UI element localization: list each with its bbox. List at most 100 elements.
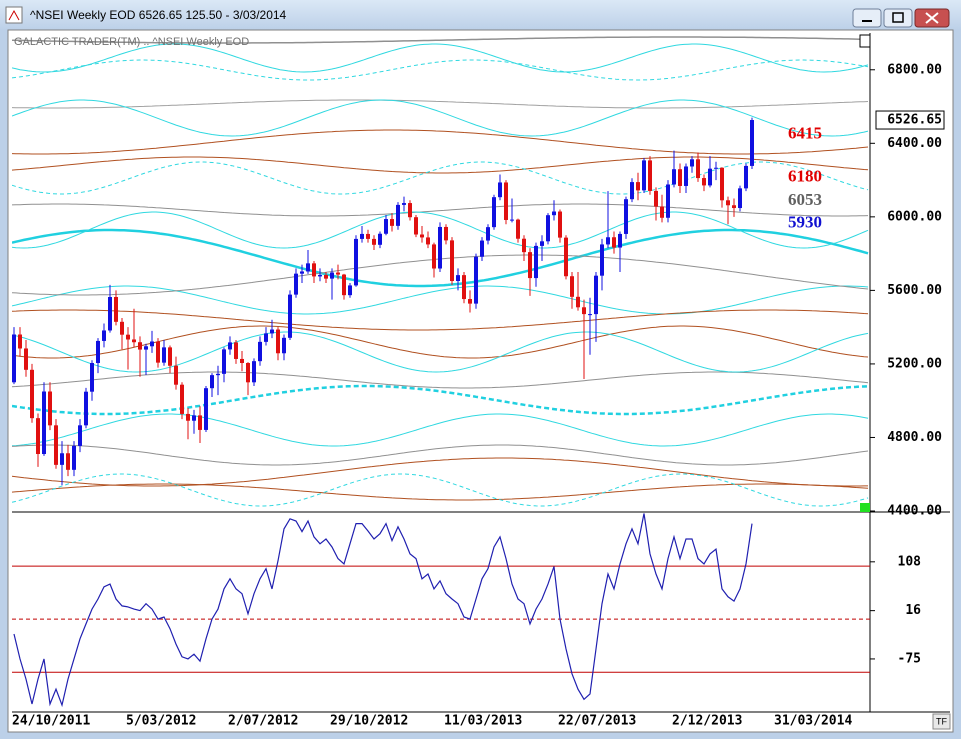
candle-body — [414, 217, 418, 235]
candle-body — [636, 182, 640, 191]
candle-body — [216, 373, 220, 376]
cycle-curve — [12, 483, 869, 501]
candle-body — [432, 244, 436, 269]
cycle-curve — [12, 99, 869, 137]
x-tick-label: 24/10/2011 — [12, 714, 90, 729]
candle-body — [318, 274, 322, 277]
candle-body — [60, 453, 64, 465]
y-tick-label: 6400.00 — [887, 136, 942, 151]
candle-body — [222, 349, 226, 374]
candle-body — [36, 418, 40, 455]
cycle-curve — [12, 161, 869, 195]
cycle-curve — [12, 285, 869, 315]
x-tick-label: 29/10/2012 — [330, 714, 408, 729]
restore-button[interactable] — [883, 8, 913, 28]
candle-body — [18, 334, 22, 349]
cycle-curve — [12, 129, 869, 155]
candle-body — [438, 226, 442, 269]
window-icon — [5, 6, 23, 24]
candle-body — [462, 275, 466, 300]
candle-body — [528, 252, 532, 279]
candle-body — [600, 244, 604, 276]
candle-body — [426, 237, 430, 245]
candle-body — [324, 274, 328, 279]
candle-body — [78, 425, 82, 446]
candle-body — [102, 330, 106, 341]
candle-body — [240, 358, 244, 364]
candle-body — [468, 299, 472, 304]
candle-body — [744, 165, 748, 189]
candle-body — [588, 314, 592, 316]
candle-body — [120, 321, 124, 335]
candle-body — [366, 233, 370, 239]
pane-marker — [859, 34, 871, 48]
x-tick-label: 2/07/2012 — [228, 714, 298, 729]
level-label: 6415 — [788, 123, 822, 142]
candle-body — [510, 219, 514, 221]
y-tick-label: 108 — [898, 554, 922, 569]
candle-body — [378, 233, 382, 245]
x-tick-label: 22/07/2013 — [558, 714, 636, 729]
candle-body — [108, 297, 112, 331]
cycle-curve — [12, 473, 869, 507]
candle-body — [570, 276, 574, 297]
candle-body — [156, 341, 160, 363]
candle-body — [444, 226, 448, 241]
candle-body — [258, 341, 262, 362]
plot-layer: 4400.00 4800.00 5200.00 5600.00 6000.00 6400.… — [12, 62, 945, 729]
candle-body — [234, 342, 238, 359]
candle-body — [564, 237, 568, 277]
candle-body — [162, 347, 166, 363]
candle-body — [624, 199, 628, 234]
pane-marker — [860, 503, 870, 512]
candle-body — [720, 167, 724, 201]
candle-body — [348, 285, 352, 296]
candle-body — [714, 167, 718, 169]
candle-body — [126, 334, 130, 340]
candle-body — [492, 197, 496, 228]
candle-body — [384, 219, 388, 234]
x-tick-label: 31/03/2014 — [774, 714, 852, 729]
candle-body — [660, 206, 664, 218]
candle-body — [282, 337, 286, 354]
candle-body — [456, 275, 460, 282]
close-glyph — [925, 12, 939, 24]
candle-body — [12, 334, 16, 383]
window-title: ^NSEI Weekly EOD 6526.65 125.50 - 3/03/2… — [30, 8, 287, 22]
candle-body — [738, 188, 742, 209]
cycle-curve — [12, 228, 869, 288]
y-tick-label: 6800.00 — [887, 62, 942, 77]
oscillator-line — [13, 513, 753, 708]
candle-body — [354, 238, 358, 286]
candle-body — [30, 369, 34, 419]
tf-button[interactable] — [932, 713, 951, 730]
candle-body — [666, 184, 670, 218]
level-label: 6053 — [788, 190, 822, 209]
cycle-curve — [12, 325, 869, 359]
candle-body — [408, 203, 412, 218]
window-icon-glyph — [8, 9, 20, 21]
candle-body — [138, 342, 142, 350]
title-bar — [0, 0, 961, 30]
candle-body — [516, 219, 520, 239]
candle-body — [48, 391, 52, 426]
candle-body — [114, 297, 118, 322]
cycle-curve — [12, 211, 869, 249]
x-tick-label: 2/12/2013 — [672, 714, 742, 729]
candle-body — [726, 200, 730, 206]
candle-body — [288, 294, 292, 338]
level-label: 5930 — [788, 213, 822, 232]
candle-body — [84, 391, 88, 426]
candle-body — [540, 241, 544, 246]
last-price-label: 6526.65 — [887, 113, 942, 128]
candle-body — [264, 333, 268, 342]
x-tick-label: 11/03/2013 — [444, 714, 522, 729]
candle-body — [396, 204, 400, 226]
tf-button-label: TF — [936, 716, 947, 726]
y-tick-label: 4800.00 — [887, 430, 942, 445]
candle-body — [642, 160, 646, 191]
minimize-button[interactable] — [852, 8, 882, 28]
candle-body — [372, 238, 376, 245]
y-tick-label: 16 — [905, 603, 921, 618]
